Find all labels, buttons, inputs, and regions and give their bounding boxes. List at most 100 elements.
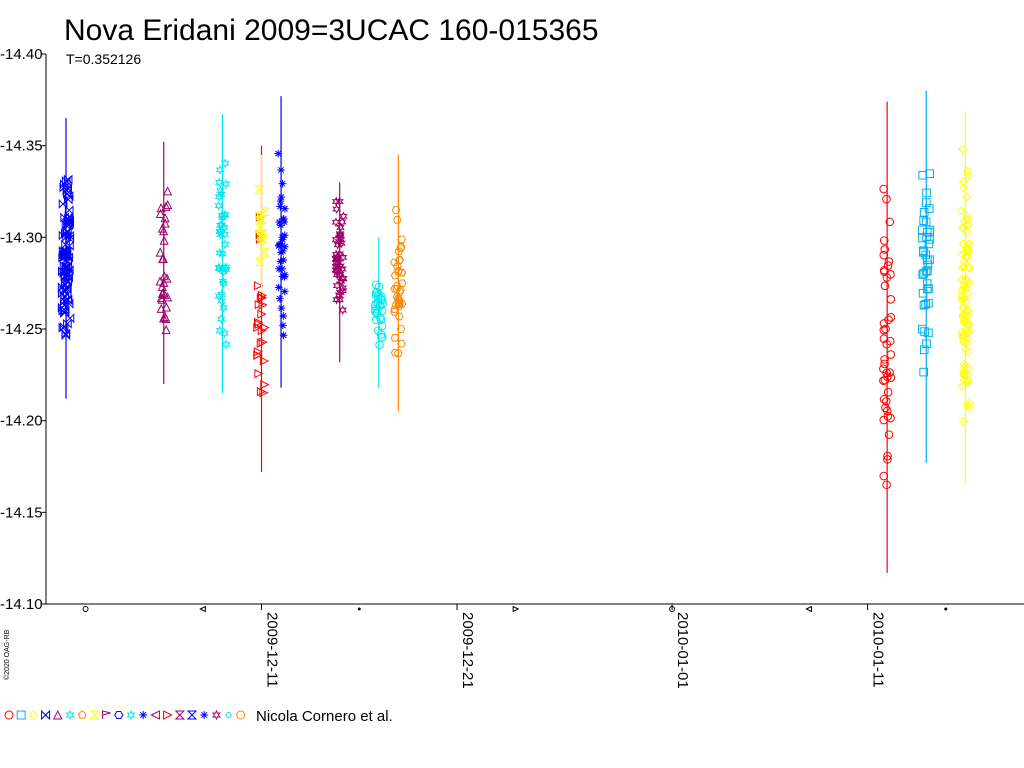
data-point bbox=[339, 211, 348, 222]
data-point bbox=[254, 211, 265, 221]
data-point bbox=[335, 269, 344, 281]
data-point bbox=[392, 216, 402, 224]
data-point bbox=[962, 305, 972, 315]
data-point bbox=[215, 164, 225, 175]
legend-marker bbox=[150, 710, 160, 720]
x-tick-label: 2010-01-11 bbox=[870, 612, 887, 688]
data-point bbox=[921, 299, 930, 309]
data-point bbox=[274, 283, 283, 292]
data-point bbox=[331, 261, 341, 272]
data-point bbox=[58, 198, 68, 209]
data-point bbox=[958, 304, 968, 314]
data-point bbox=[218, 248, 227, 259]
data-point bbox=[156, 202, 166, 213]
data-point bbox=[959, 293, 969, 303]
data-point bbox=[214, 177, 224, 188]
data-point bbox=[371, 315, 381, 325]
data-point bbox=[280, 287, 289, 296]
data-point bbox=[278, 233, 286, 242]
data-point bbox=[390, 258, 399, 267]
data-point bbox=[397, 339, 406, 348]
data-point bbox=[958, 177, 968, 187]
data-point bbox=[215, 247, 225, 258]
data-point bbox=[964, 262, 974, 272]
data-point bbox=[376, 315, 386, 325]
legend-marker bbox=[102, 710, 111, 719]
data-point bbox=[370, 306, 380, 316]
data-point bbox=[959, 369, 969, 379]
data-point bbox=[65, 230, 74, 241]
data-point bbox=[883, 451, 892, 461]
data-point bbox=[962, 245, 972, 255]
data-point bbox=[331, 217, 341, 228]
data-point bbox=[275, 265, 283, 273]
data-point bbox=[338, 273, 348, 284]
data-point bbox=[961, 251, 971, 261]
data-point bbox=[959, 282, 969, 292]
data-point bbox=[918, 225, 927, 235]
data-point bbox=[335, 196, 344, 207]
data-point bbox=[397, 235, 406, 244]
data-series bbox=[57, 118, 75, 399]
data-point bbox=[276, 257, 285, 266]
data-point bbox=[274, 149, 282, 158]
phase-marker bbox=[512, 605, 520, 613]
data-series bbox=[918, 90, 935, 463]
data-point bbox=[880, 281, 890, 291]
data-point bbox=[957, 285, 967, 295]
data-series bbox=[879, 101, 896, 573]
data-point bbox=[155, 247, 165, 257]
y-tick-label: -14.30 bbox=[0, 229, 43, 246]
data-point bbox=[219, 210, 229, 221]
data-point bbox=[162, 186, 173, 196]
data-point bbox=[879, 364, 888, 374]
data-point bbox=[886, 294, 896, 304]
data-point bbox=[390, 348, 400, 357]
data-point bbox=[64, 194, 73, 205]
data-point bbox=[260, 380, 270, 390]
legend-marker bbox=[77, 710, 87, 719]
data-point bbox=[925, 228, 934, 237]
data-point bbox=[161, 201, 171, 211]
data-point bbox=[886, 350, 896, 359]
data-point bbox=[331, 253, 341, 264]
data-point bbox=[279, 331, 288, 340]
data-point bbox=[275, 241, 284, 249]
data-point bbox=[59, 284, 69, 295]
data-point bbox=[256, 386, 267, 397]
data-point bbox=[958, 303, 968, 313]
data-point bbox=[221, 261, 231, 273]
data-point bbox=[958, 239, 968, 249]
data-point bbox=[253, 347, 264, 357]
data-point bbox=[959, 337, 969, 348]
data-point bbox=[882, 194, 891, 204]
data-point bbox=[61, 228, 70, 239]
legend-marker bbox=[200, 711, 209, 719]
data-point bbox=[372, 309, 382, 319]
data-point bbox=[957, 381, 967, 391]
data-point bbox=[277, 193, 286, 201]
data-point bbox=[885, 217, 895, 227]
data-point bbox=[883, 387, 893, 397]
legend-marker bbox=[28, 710, 39, 720]
data-series bbox=[331, 182, 348, 362]
data-point bbox=[879, 250, 889, 260]
data-point bbox=[219, 302, 229, 313]
data-point bbox=[220, 158, 230, 169]
data-point bbox=[959, 315, 969, 325]
phase-marker bbox=[82, 606, 89, 612]
data-point bbox=[393, 349, 403, 358]
data-point bbox=[62, 289, 72, 300]
data-point bbox=[275, 218, 284, 226]
data-point bbox=[963, 320, 973, 330]
data-point bbox=[253, 350, 263, 360]
data-point bbox=[956, 206, 966, 216]
data-point bbox=[881, 324, 890, 334]
data-point bbox=[158, 313, 169, 323]
data-point bbox=[277, 304, 286, 312]
data-point bbox=[214, 200, 224, 211]
data-point bbox=[257, 309, 267, 319]
data-point bbox=[918, 246, 928, 256]
data-point bbox=[332, 294, 341, 305]
data-point bbox=[63, 174, 73, 185]
